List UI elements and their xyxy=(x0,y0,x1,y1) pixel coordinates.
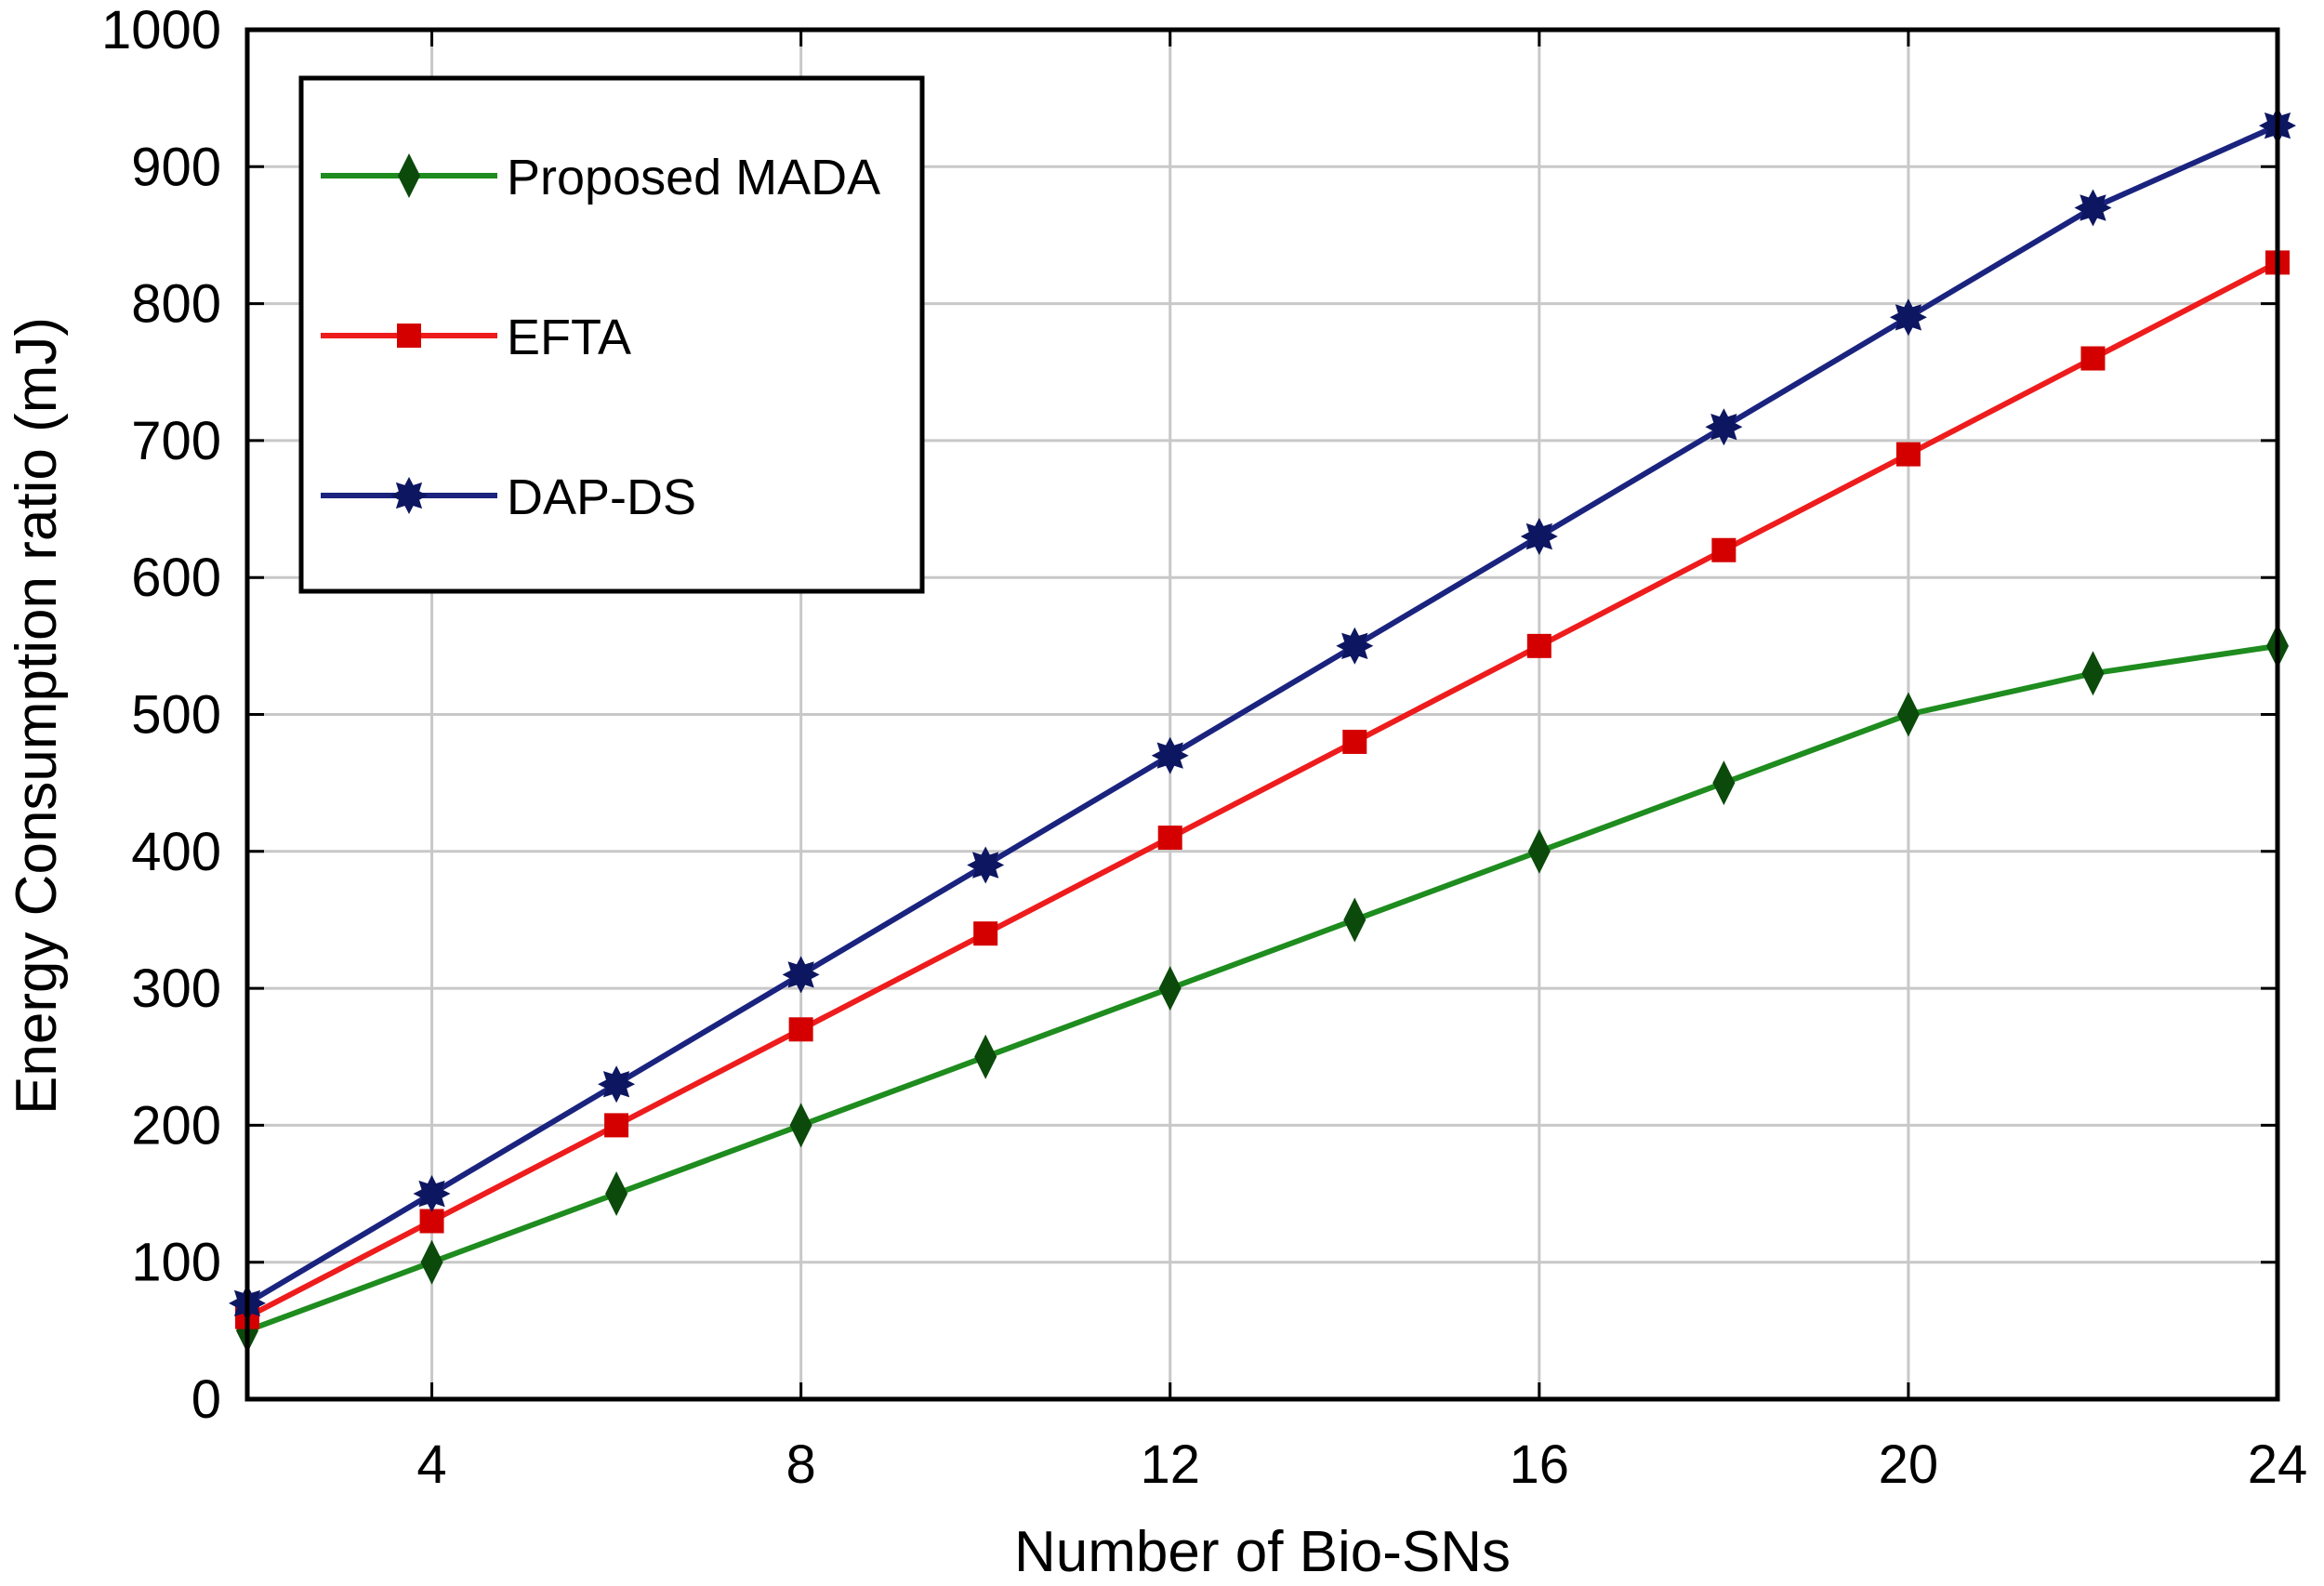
data-point-proposed-mada xyxy=(1158,966,1182,1011)
x-tick-label: 24 xyxy=(2248,1434,2308,1495)
data-point-efta xyxy=(1157,826,1182,851)
ticks: 4 8 12 16 20 24 0 100 200 300 400 500 600 700 800 900 10… xyxy=(101,0,2307,1495)
y-tick-label: 100 xyxy=(131,1233,221,1293)
data-point-dap-ds xyxy=(1520,518,1558,555)
series-line-efta xyxy=(245,259,2279,1320)
data-point-proposed-mada xyxy=(1896,692,1920,737)
data-point-dap-ds xyxy=(598,1065,636,1104)
y-tick-label: 1000 xyxy=(101,0,221,60)
data-point-efta xyxy=(1526,633,1552,658)
legend-item-efta: EFTA xyxy=(321,310,631,365)
y-tick-label: 200 xyxy=(131,1095,221,1156)
legend-item-proposed-mada: Proposed MADA xyxy=(321,150,880,205)
data-point-efta xyxy=(419,1209,444,1234)
data-point-efta xyxy=(973,921,998,946)
data-point-efta xyxy=(1895,442,1921,467)
x-axis-title: Number of Bio-SNs xyxy=(1014,1520,1511,1584)
data-point-proposed-mada xyxy=(420,1239,443,1285)
data-point-efta xyxy=(2080,346,2106,371)
y-axis-title: Energy Consumption ratio (mJ) xyxy=(5,317,69,1115)
series-line-proposed-mada xyxy=(245,642,2278,1334)
x-tick-label: 20 xyxy=(1879,1434,1939,1495)
data-point-dap-ds xyxy=(1336,627,1374,665)
legend: Proposed MADA EFTA DAP-DS xyxy=(298,75,925,594)
y-tick-label: 600 xyxy=(131,548,221,608)
data-point-dap-ds xyxy=(1889,298,1927,337)
data-point-dap-ds xyxy=(1705,408,1743,446)
data-point-dap-ds xyxy=(2074,189,2112,227)
y-tick-label: 900 xyxy=(131,137,221,197)
x-tick-label: 8 xyxy=(786,1434,816,1495)
data-point-dap-ds xyxy=(967,846,1005,884)
grid xyxy=(247,28,2279,1401)
data-point-dap-ds xyxy=(1151,736,1189,774)
data-point-efta xyxy=(788,1017,813,1042)
legend-marker xyxy=(398,153,420,198)
data-point-efta xyxy=(604,1113,629,1138)
data-point-dap-ds xyxy=(782,956,820,994)
data-point-proposed-mada xyxy=(789,1103,812,1148)
legend-marker xyxy=(397,324,421,348)
legend-label: Proposed MADA xyxy=(507,150,880,205)
data-point-proposed-mada xyxy=(1343,897,1367,943)
data-point-efta xyxy=(1711,537,1736,562)
y-tick-label: 300 xyxy=(131,958,221,1019)
series-line-dap-ds xyxy=(245,123,2279,1306)
y-tick-label: 500 xyxy=(131,685,221,746)
data-point-proposed-mada xyxy=(1712,760,1736,806)
legend-label: EFTA xyxy=(507,310,631,365)
data-point-efta xyxy=(1342,729,1367,754)
data-point-proposed-mada xyxy=(1527,828,1551,874)
legend-marker xyxy=(390,477,428,514)
series-efta xyxy=(235,250,2290,1329)
legend-item-dap-ds: DAP-DS xyxy=(321,469,696,525)
y-tick-label: 0 xyxy=(191,1369,221,1430)
data-point-proposed-mada xyxy=(2081,651,2105,696)
y-tick-label: 400 xyxy=(131,822,221,882)
legend-label: DAP-DS xyxy=(507,469,696,525)
x-tick-label: 16 xyxy=(1510,1434,1570,1495)
y-tick-label: 700 xyxy=(131,411,221,471)
data-point-proposed-mada xyxy=(605,1171,628,1217)
data-point-dap-ds xyxy=(413,1175,451,1212)
x-tick-label: 12 xyxy=(1140,1434,1200,1495)
series-dap-ds xyxy=(229,107,2296,1322)
y-tick-label: 800 xyxy=(131,274,221,335)
x-tick-label: 4 xyxy=(416,1434,446,1495)
data-point-proposed-mada xyxy=(974,1034,997,1079)
